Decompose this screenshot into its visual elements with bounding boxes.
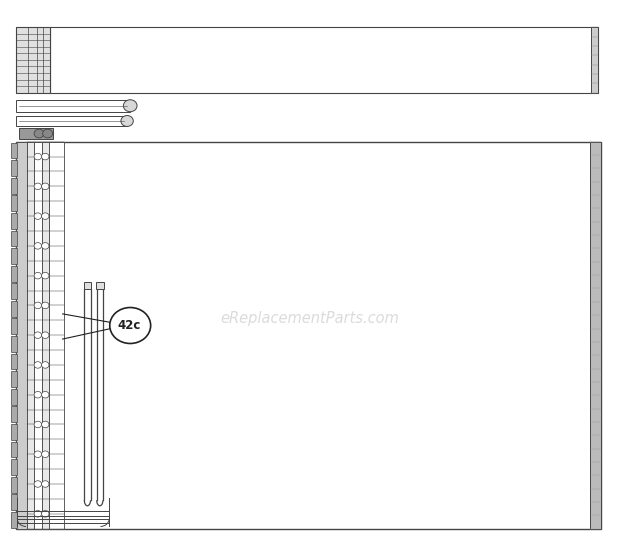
Bar bbox=[11, 213, 17, 229]
Bar bbox=[11, 459, 17, 475]
Bar bbox=[50, 27, 598, 93]
Circle shape bbox=[42, 481, 49, 487]
Bar bbox=[96, 282, 104, 289]
Bar bbox=[16, 116, 127, 126]
Bar bbox=[11, 231, 17, 246]
Bar bbox=[16, 27, 50, 93]
Circle shape bbox=[42, 302, 49, 308]
Circle shape bbox=[34, 332, 42, 338]
Bar bbox=[34, 142, 42, 529]
Bar bbox=[11, 301, 17, 317]
Circle shape bbox=[42, 183, 49, 190]
Bar bbox=[11, 266, 17, 282]
Circle shape bbox=[34, 153, 42, 160]
Circle shape bbox=[34, 213, 42, 220]
Bar bbox=[11, 424, 17, 440]
Circle shape bbox=[34, 451, 42, 457]
Circle shape bbox=[42, 362, 49, 368]
Bar bbox=[42, 142, 49, 529]
Bar bbox=[11, 336, 17, 352]
Bar bbox=[590, 142, 601, 529]
Bar bbox=[11, 318, 17, 334]
Circle shape bbox=[42, 391, 49, 398]
Circle shape bbox=[123, 100, 137, 112]
Circle shape bbox=[42, 213, 49, 220]
Bar bbox=[16, 142, 601, 529]
Bar bbox=[11, 371, 17, 387]
Circle shape bbox=[34, 129, 44, 138]
Bar bbox=[11, 407, 17, 422]
Bar bbox=[11, 354, 17, 370]
Bar bbox=[591, 27, 598, 93]
Bar bbox=[16, 142, 27, 529]
Bar bbox=[11, 494, 17, 510]
Circle shape bbox=[42, 421, 49, 428]
Bar bbox=[84, 282, 91, 289]
Circle shape bbox=[34, 391, 42, 398]
Bar bbox=[11, 160, 17, 176]
Bar bbox=[27, 142, 34, 529]
Circle shape bbox=[42, 272, 49, 279]
Bar bbox=[11, 283, 17, 299]
Circle shape bbox=[34, 511, 42, 517]
Circle shape bbox=[34, 243, 42, 249]
Bar bbox=[16, 100, 130, 112]
Text: eReplacementParts.com: eReplacementParts.com bbox=[221, 311, 399, 326]
Bar bbox=[11, 248, 17, 264]
Circle shape bbox=[34, 481, 42, 487]
Circle shape bbox=[34, 302, 42, 308]
Circle shape bbox=[42, 243, 49, 249]
Bar bbox=[11, 178, 17, 193]
Circle shape bbox=[34, 362, 42, 368]
Circle shape bbox=[42, 451, 49, 457]
Bar bbox=[11, 477, 17, 493]
Circle shape bbox=[110, 307, 151, 343]
Circle shape bbox=[34, 183, 42, 190]
Bar bbox=[11, 441, 17, 457]
Bar bbox=[49, 142, 64, 529]
Circle shape bbox=[34, 272, 42, 279]
Bar bbox=[19, 128, 53, 139]
Circle shape bbox=[42, 153, 49, 160]
Circle shape bbox=[42, 511, 49, 517]
Circle shape bbox=[121, 116, 133, 126]
Bar bbox=[11, 389, 17, 404]
Bar bbox=[11, 512, 17, 528]
Circle shape bbox=[34, 421, 42, 428]
Circle shape bbox=[42, 332, 49, 338]
Bar bbox=[11, 195, 17, 211]
Circle shape bbox=[43, 129, 53, 138]
Text: 42c: 42c bbox=[117, 319, 141, 332]
Bar bbox=[11, 143, 17, 159]
